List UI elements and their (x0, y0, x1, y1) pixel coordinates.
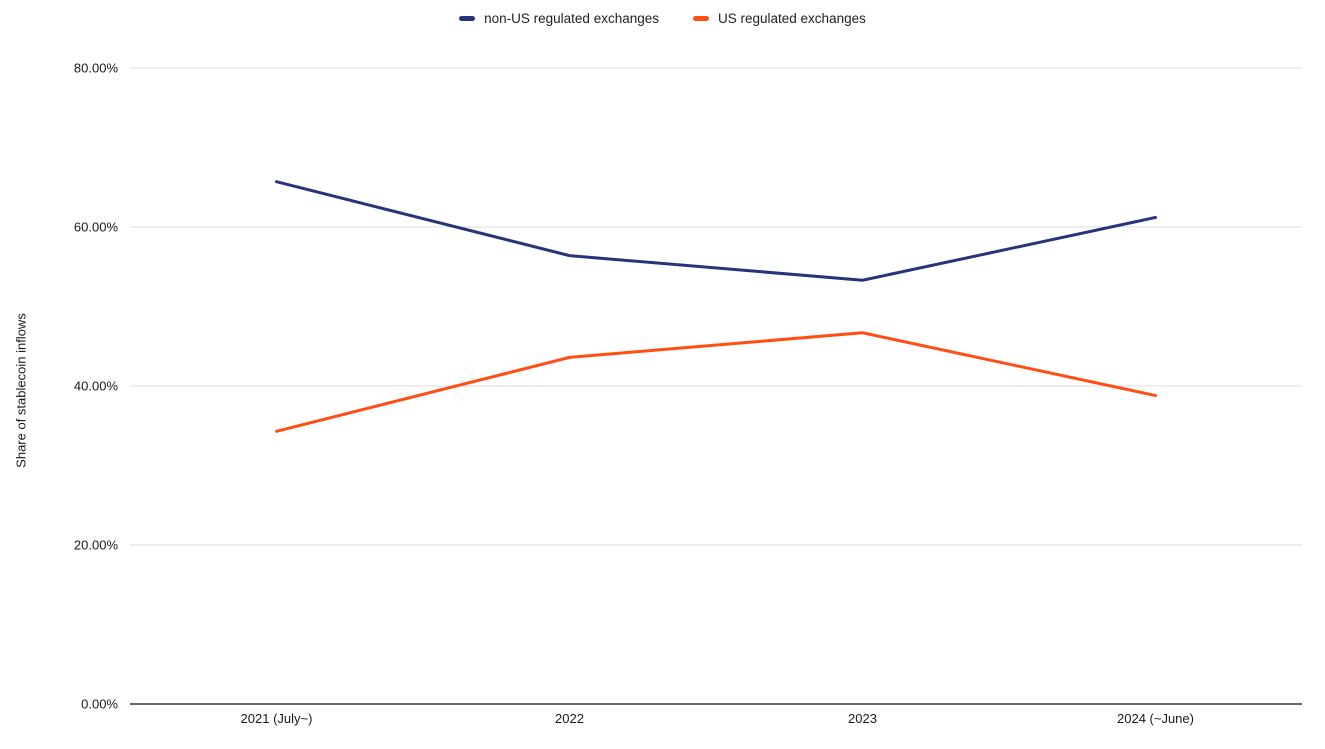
series-line-us (275, 331, 1157, 433)
legend-item-us-regulated-exchanges: US regulated exchanges (693, 11, 866, 26)
chart-legend: non-US regulated exchanges US regulated … (0, 8, 1325, 28)
y-tick-label: 60.00% (74, 220, 119, 235)
y-tick-label: 80.00% (74, 61, 119, 76)
x-tick-label: 2022 (555, 711, 584, 726)
y-tick-label: 20.00% (74, 538, 119, 553)
legend-label-non-us: non-US regulated exchanges (484, 10, 659, 26)
legend-swatch-us-icon (693, 15, 709, 21)
x-tick-label: 2023 (848, 711, 877, 726)
legend-label-us: US regulated exchanges (718, 10, 866, 26)
series-line-non-us (275, 180, 1157, 282)
x-tick-label: 2021 (July~) (241, 711, 313, 726)
y-tick-label: 40.00% (74, 379, 119, 394)
x-tick-label: 2024 (~June) (1117, 711, 1194, 726)
y-tick-label: 0.00% (81, 697, 118, 712)
legend-item-non-us-regulated-exchanges: non-US regulated exchanges (459, 11, 659, 26)
legend-swatch-non-us-icon (459, 15, 476, 21)
